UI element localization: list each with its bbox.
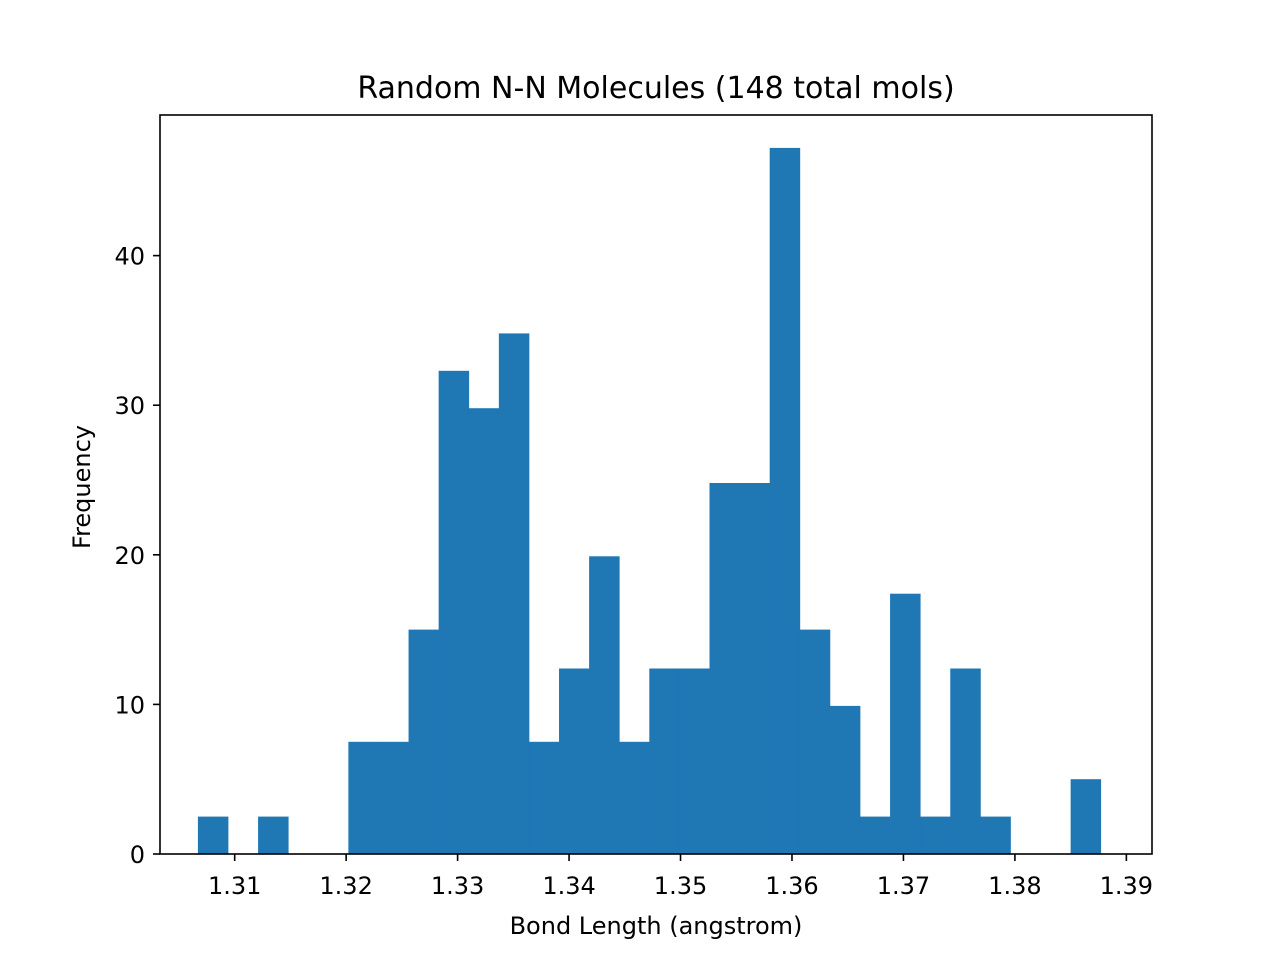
x-tick-label: 1.38 bbox=[988, 872, 1041, 900]
histogram-bar bbox=[438, 370, 470, 854]
histogram-bar bbox=[408, 629, 440, 854]
histogram-bar bbox=[980, 816, 1011, 854]
histogram-bar bbox=[769, 147, 801, 854]
histogram-bar bbox=[348, 741, 379, 854]
y-tick-label: 40 bbox=[114, 243, 145, 271]
y-axis-label: Frequency bbox=[68, 425, 96, 549]
y-axis-ticks: 0 10 20 30 40 bbox=[114, 243, 160, 869]
histogram-bar bbox=[378, 741, 409, 854]
chart-title: Random N-N Molecules (148 total mols) bbox=[357, 71, 954, 106]
histogram-bar bbox=[829, 705, 861, 854]
histogram-bar bbox=[709, 483, 740, 854]
x-axis-label: Bond Length (angstrom) bbox=[510, 912, 803, 940]
x-tick-label: 1.36 bbox=[765, 872, 818, 900]
histogram-bar bbox=[528, 741, 560, 854]
histogram-bar bbox=[920, 816, 951, 854]
histogram-bar bbox=[890, 593, 921, 854]
y-tick-label: 30 bbox=[114, 392, 145, 420]
plot-frame bbox=[159, 114, 1153, 855]
x-tick-label: 1.31 bbox=[208, 872, 261, 900]
histogram-bar bbox=[1070, 779, 1102, 854]
x-axis-ticks: 1.31 1.32 1.33 1.34 1.35 1.36 1.37 1.38 1.39 bbox=[208, 854, 1153, 900]
y-tick-label: 20 bbox=[114, 542, 145, 570]
histogram-bar bbox=[498, 333, 530, 854]
x-tick-label: 1.33 bbox=[431, 872, 484, 900]
x-tick-label: 1.39 bbox=[1100, 872, 1153, 900]
y-tick-label: 10 bbox=[114, 691, 145, 719]
histogram-bar bbox=[950, 668, 981, 854]
histogram-bar bbox=[559, 668, 590, 854]
histogram-bar bbox=[859, 816, 891, 854]
histogram-bar bbox=[799, 629, 831, 854]
x-tick-label: 1.35 bbox=[654, 872, 707, 900]
histogram-bar bbox=[468, 408, 500, 854]
histogram-bar bbox=[649, 668, 680, 854]
x-tick-label: 1.32 bbox=[319, 872, 372, 900]
histogram-bar bbox=[679, 668, 710, 854]
bars-group bbox=[197, 147, 1102, 854]
x-tick-label: 1.34 bbox=[542, 872, 595, 900]
y-tick-label: 0 bbox=[130, 841, 145, 869]
histogram-bar bbox=[197, 816, 229, 854]
histogram-bar bbox=[619, 741, 650, 854]
histogram-bar bbox=[258, 816, 289, 854]
x-tick-label: 1.37 bbox=[877, 872, 930, 900]
histogram-bar bbox=[739, 483, 771, 854]
histogram-bar bbox=[589, 556, 620, 854]
